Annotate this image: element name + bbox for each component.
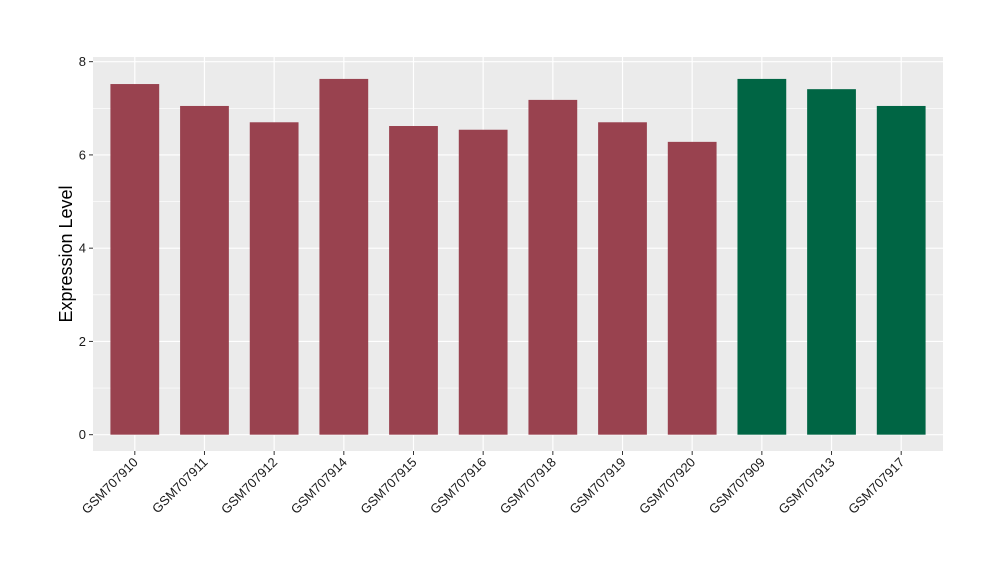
x-tick-label: GSM707910 bbox=[79, 455, 141, 517]
y-axis: 0 2 4 6 8 bbox=[79, 54, 93, 442]
y-tick-label: 0 bbox=[79, 427, 86, 442]
x-tick-label: GSM707915 bbox=[357, 455, 419, 517]
bar-gsm707919 bbox=[598, 122, 647, 435]
x-tick-label: GSM707917 bbox=[845, 455, 907, 517]
x-tick-label: GSM707909 bbox=[706, 455, 768, 517]
bar-gsm707914 bbox=[319, 78, 369, 435]
bar-gsm707909 bbox=[737, 78, 787, 435]
x-axis: GSM707910 GSM707911 GSM707912 GSM707914 GSM7… bbox=[79, 451, 907, 517]
bar-gsm707910 bbox=[110, 84, 160, 435]
bar-gsm707920 bbox=[667, 141, 717, 435]
y-tick-label: 4 bbox=[79, 241, 86, 256]
bar-gsm707911 bbox=[180, 105, 229, 435]
x-tick-label: GSM707913 bbox=[775, 455, 837, 517]
y-axis-title: Expression Level bbox=[56, 185, 76, 322]
bar-gsm707913 bbox=[807, 89, 856, 435]
x-tick-label: GSM707918 bbox=[497, 455, 559, 517]
x-tick-label: GSM707920 bbox=[636, 455, 698, 517]
bar-gsm707915 bbox=[389, 126, 438, 435]
x-tick-label: GSM707914 bbox=[288, 455, 350, 517]
x-tick-label: GSM707919 bbox=[566, 455, 628, 517]
x-tick-label: GSM707912 bbox=[218, 455, 280, 517]
x-tick-label: GSM707911 bbox=[149, 455, 211, 517]
bar-gsm707916 bbox=[458, 129, 508, 435]
bars bbox=[110, 78, 926, 435]
bar-gsm707912 bbox=[249, 122, 299, 435]
plot-panel bbox=[93, 57, 943, 451]
bar-gsm707918 bbox=[528, 99, 578, 435]
bar-gsm707917 bbox=[876, 105, 926, 435]
y-tick-label: 8 bbox=[79, 54, 86, 69]
x-tick-label: GSM707916 bbox=[427, 455, 489, 517]
y-tick-label: 6 bbox=[79, 147, 86, 162]
y-tick-label: 2 bbox=[79, 334, 86, 349]
